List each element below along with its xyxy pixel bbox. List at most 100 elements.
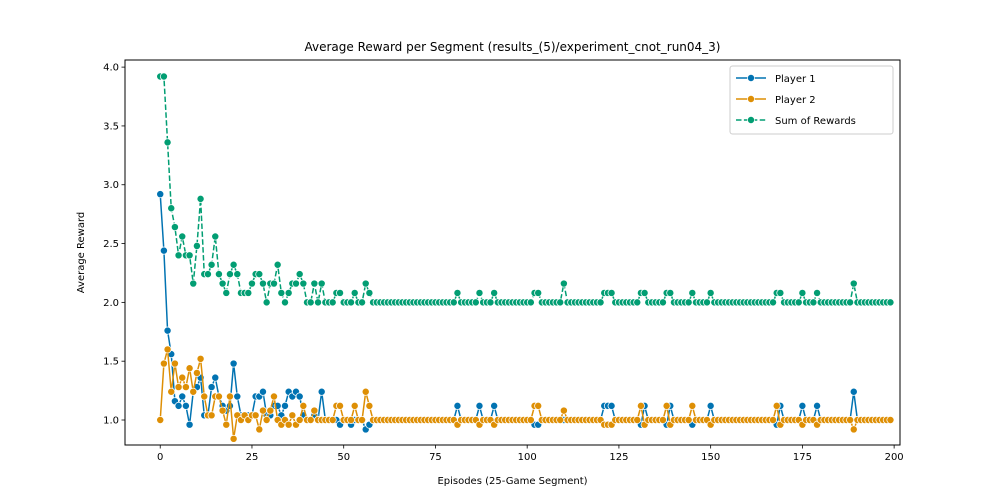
- data-point-sum-of-rewards: [292, 279, 300, 288]
- data-point-player-2: [328, 416, 337, 424]
- data-point-sum-of-rewards: [350, 288, 359, 297]
- data-point-sum-of-rewards: [769, 298, 778, 307]
- data-point-player-2: [336, 401, 345, 410]
- data-point-sum-of-rewards: [328, 298, 337, 307]
- legend-marker-player-2: [747, 95, 755, 103]
- data-point-player-2: [526, 416, 535, 424]
- data-point-player-2: [222, 420, 231, 429]
- data-point-sum-of-rewards: [526, 298, 535, 307]
- x-tick-label: 75: [429, 452, 442, 463]
- data-point-player-2: [207, 411, 216, 420]
- y-tick-label: 1.0: [103, 416, 119, 427]
- data-point-player-1: [453, 401, 462, 410]
- data-point-sum-of-rewards: [534, 288, 543, 297]
- data-point-player-2: [295, 416, 304, 424]
- x-tick-label: 0: [157, 452, 163, 463]
- data-point-sum-of-rewards: [211, 232, 220, 241]
- data-point-player-2: [156, 416, 165, 424]
- data-point-sum-of-rewards: [813, 288, 822, 297]
- data-point-player-1: [798, 401, 807, 410]
- data-point-player-2: [769, 416, 778, 424]
- y-tick-label: 1.5: [103, 357, 119, 368]
- legend-label-player-1: Player 1: [775, 74, 816, 85]
- data-point-player-2: [846, 416, 855, 424]
- x-tick-label: 100: [518, 452, 537, 463]
- data-point-sum-of-rewards: [475, 288, 484, 297]
- data-point-sum-of-rewards: [556, 298, 565, 307]
- data-point-player-2: [347, 416, 356, 424]
- data-point-sum-of-rewards: [607, 288, 616, 297]
- data-point-player-2: [306, 416, 315, 424]
- data-point-player-2: [170, 359, 179, 368]
- y-tick-label: 2.0: [103, 298, 119, 309]
- data-point-player-1: [490, 401, 499, 410]
- data-point-player-2: [636, 401, 645, 410]
- x-tick-label: 200: [885, 452, 904, 463]
- data-point-sum-of-rewards: [809, 298, 818, 307]
- data-point-player-2: [310, 406, 319, 415]
- x-tick-label: 50: [337, 452, 350, 463]
- x-axis-title: Episodes (25-Game Segment): [437, 476, 587, 487]
- data-point-player-1: [211, 373, 220, 382]
- data-point-player-1: [229, 359, 238, 368]
- data-point-sum-of-rewards: [347, 298, 356, 307]
- data-point-sum-of-rewards: [218, 279, 227, 288]
- y-tick-label: 3.0: [103, 180, 119, 191]
- data-point-player-2: [251, 411, 260, 420]
- legend: Player 1 Player 2 Sum of Rewards: [729, 65, 894, 135]
- y-tick-label: 2.5: [103, 239, 119, 250]
- data-point-sum-of-rewards: [207, 260, 216, 269]
- data-point-player-2: [288, 411, 297, 420]
- data-point-sum-of-rewards: [203, 270, 212, 279]
- data-point-sum-of-rewards: [449, 298, 458, 307]
- data-point-sum-of-rewards: [229, 260, 238, 269]
- data-point-sum-of-rewards: [703, 298, 711, 307]
- data-point-sum-of-rewards: [658, 298, 667, 307]
- data-point-player-2: [358, 416, 367, 424]
- data-point-sum-of-rewards: [706, 288, 715, 297]
- data-point-player-2: [284, 420, 293, 429]
- data-point-sum-of-rewards: [559, 279, 568, 288]
- legend-box: [729, 65, 894, 135]
- x-axis: 0 25 50 75 100 125 150 175 200: [157, 445, 904, 463]
- data-point-player-1: [317, 387, 326, 396]
- data-point-sum-of-rewards: [453, 288, 462, 297]
- data-point-player-2: [772, 401, 781, 410]
- data-point-player-1: [281, 401, 289, 410]
- data-point-player-2: [229, 434, 238, 443]
- data-point-sum-of-rewards: [798, 288, 807, 297]
- data-point-sum-of-rewards: [310, 279, 319, 288]
- data-point-sum-of-rewards: [306, 298, 315, 307]
- y-tick-label: 3.5: [103, 121, 119, 132]
- data-point-sum-of-rewards: [222, 288, 231, 297]
- data-point-player-2: [350, 401, 359, 410]
- data-point-sum-of-rewards: [361, 279, 370, 288]
- data-point-sum-of-rewards: [167, 204, 176, 213]
- x-tick-label: 125: [609, 452, 628, 463]
- data-point-sum-of-rewards: [196, 194, 205, 203]
- data-point-sum-of-rewards: [314, 298, 322, 307]
- data-point-player-1: [181, 401, 190, 410]
- data-point-player-2: [662, 401, 671, 410]
- data-point-player-2: [365, 401, 374, 410]
- data-point-player-2: [218, 406, 227, 415]
- data-point-sum-of-rewards: [490, 288, 499, 297]
- data-point-player-2: [556, 416, 565, 424]
- data-point-sum-of-rewards: [192, 241, 201, 250]
- data-point-player-2: [181, 383, 190, 392]
- data-point-sum-of-rewards: [262, 298, 271, 307]
- data-point-player-2: [633, 416, 642, 424]
- data-point-player-1: [607, 401, 616, 410]
- data-point-player-2: [684, 416, 693, 424]
- data-point-sum-of-rewards: [776, 288, 785, 297]
- data-point-sum-of-rewards: [849, 279, 858, 288]
- data-point-sum-of-rewards: [633, 298, 642, 307]
- data-point-sum-of-rewards: [640, 288, 649, 297]
- data-point-sum-of-rewards: [270, 279, 278, 288]
- data-point-player-2: [361, 387, 370, 396]
- data-point-sum-of-rewards: [178, 232, 187, 241]
- data-point-player-1: [295, 392, 304, 401]
- data-point-sum-of-rewards: [688, 288, 697, 297]
- data-point-sum-of-rewards: [159, 72, 168, 81]
